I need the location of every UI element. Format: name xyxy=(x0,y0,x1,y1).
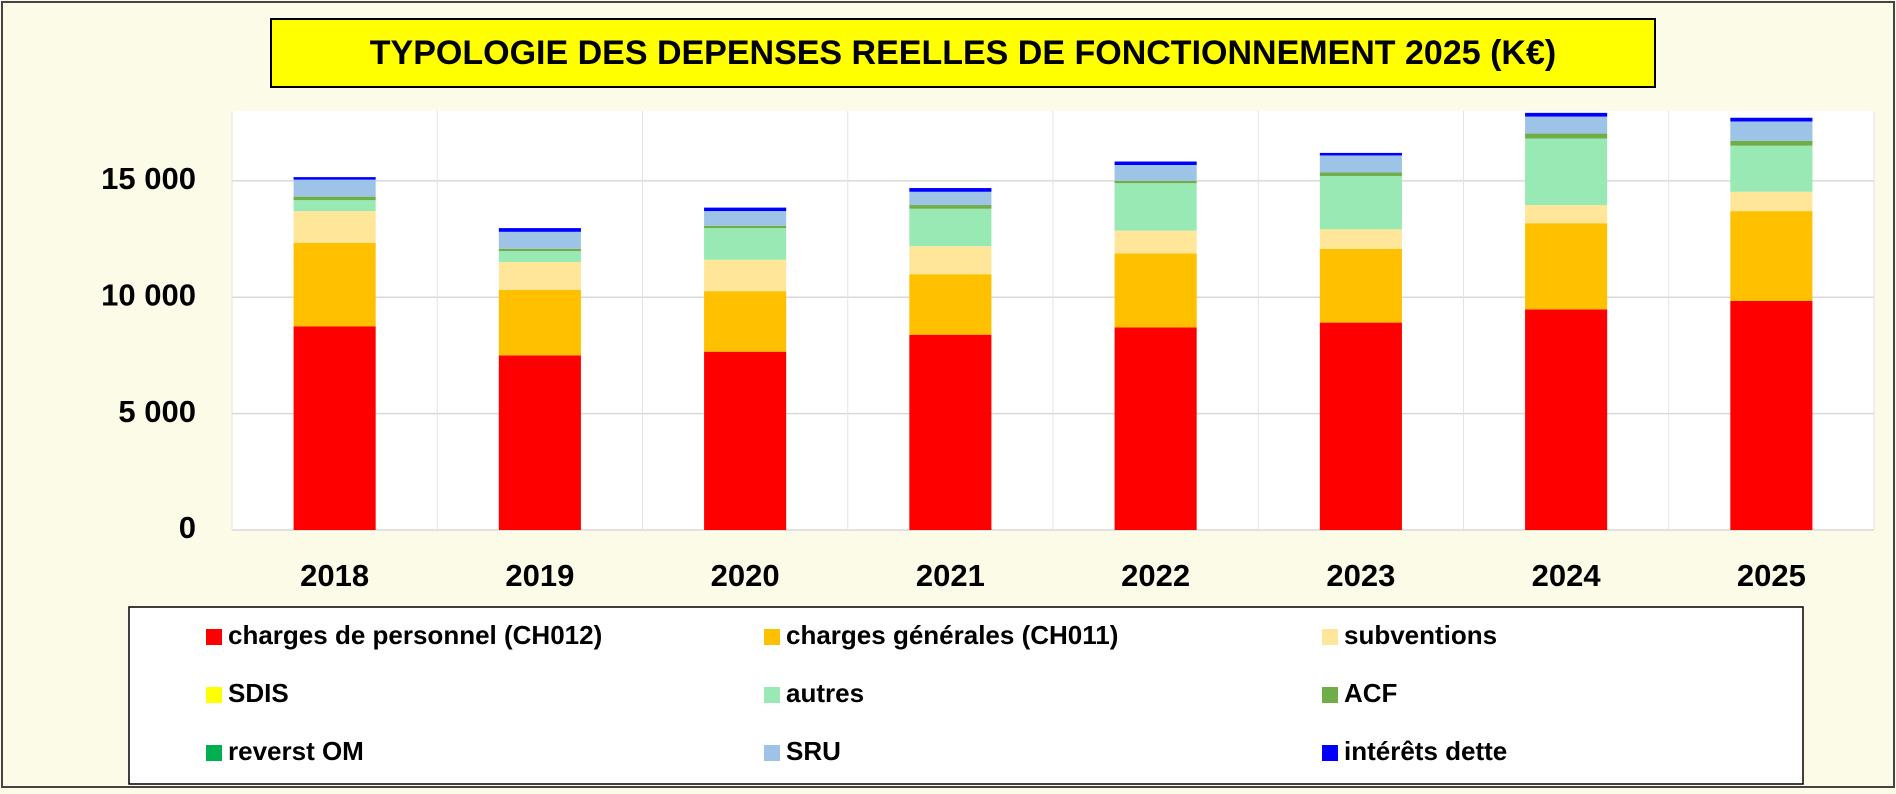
bar-segment xyxy=(1114,180,1197,184)
bar-segment xyxy=(1525,116,1608,134)
bar-segment xyxy=(498,251,581,263)
legend-swatch xyxy=(206,629,222,645)
bar-segment xyxy=(293,326,376,530)
bar-segment xyxy=(1525,205,1608,224)
bar-segment xyxy=(1319,172,1402,176)
y-tick-label: 15 000 xyxy=(101,161,196,196)
bar-segment xyxy=(704,225,787,229)
bar-segment xyxy=(704,259,787,292)
x-tick-label: 2024 xyxy=(1532,558,1602,593)
bar-segment xyxy=(909,274,992,335)
bar-segment xyxy=(498,231,581,249)
bar-segment xyxy=(909,205,992,209)
bar-segment xyxy=(1730,300,1813,530)
legend-swatch xyxy=(1322,629,1338,645)
bar-segment xyxy=(1114,165,1197,181)
bar-segment xyxy=(293,242,376,327)
bar-segment xyxy=(909,334,992,530)
bar-segment xyxy=(909,191,992,206)
legend-swatch xyxy=(764,629,780,645)
legend-swatch xyxy=(206,687,222,703)
legend-label: charges générales (CH011) xyxy=(786,620,1118,650)
bar-segment xyxy=(1114,183,1197,231)
legend-label: SRU xyxy=(786,736,841,766)
bar-segment xyxy=(1730,117,1813,122)
bar-segment xyxy=(909,188,992,192)
bar-segment xyxy=(1730,145,1813,192)
bar-segment xyxy=(909,208,992,247)
bar-segment xyxy=(1730,211,1813,301)
bar-segment xyxy=(498,248,581,252)
legend-box xyxy=(128,606,1804,785)
legend-swatch xyxy=(1322,687,1338,703)
legend-swatch xyxy=(206,745,222,761)
x-tick-label: 2020 xyxy=(711,558,780,593)
x-tick-label: 2023 xyxy=(1326,558,1395,593)
x-tick-label: 2022 xyxy=(1121,558,1190,593)
bar-segment xyxy=(1525,223,1608,310)
bar-segment xyxy=(1319,229,1402,249)
title-box xyxy=(270,18,1656,88)
legend-swatch xyxy=(764,687,780,703)
bar-segment xyxy=(498,262,581,291)
bar-segment xyxy=(293,211,376,243)
legend-label: SDIS xyxy=(228,678,289,708)
bar-segment xyxy=(704,291,787,352)
bar-segment xyxy=(1525,309,1608,530)
bar-segment xyxy=(1114,230,1197,254)
legend-label: autres xyxy=(786,678,864,708)
y-tick-label: 0 xyxy=(179,510,196,545)
legend-label: reverst OM xyxy=(228,736,364,766)
bar-segment xyxy=(1114,161,1197,166)
bar-segment xyxy=(1319,175,1402,230)
bar-segment xyxy=(1319,322,1402,530)
bar-segment xyxy=(704,228,787,260)
bar-segment xyxy=(1525,138,1608,206)
x-tick-label: 2021 xyxy=(916,558,985,593)
bar-segment xyxy=(1319,152,1402,156)
legend-swatch xyxy=(764,745,780,761)
bar-segment xyxy=(293,196,376,201)
bar-segment xyxy=(1319,248,1402,323)
bar-segment xyxy=(498,290,581,356)
bar-segment xyxy=(1730,140,1813,146)
bar-segment xyxy=(1319,155,1402,173)
bar-segment xyxy=(704,207,787,212)
y-tick-label: 10 000 xyxy=(101,277,196,312)
x-tick-label: 2025 xyxy=(1737,558,1806,593)
chart-title: TYPOLOGIE DES DEPENSES REELLES DE FONCTI… xyxy=(370,34,1556,72)
bar-segment xyxy=(1730,191,1813,212)
legend-label: subventions xyxy=(1344,620,1497,650)
bar-segment xyxy=(293,179,376,197)
bar-segment xyxy=(498,355,581,530)
bar-segment xyxy=(704,211,787,226)
bar-segment xyxy=(498,228,581,232)
bar-segment xyxy=(1525,112,1608,117)
x-tick-label: 2019 xyxy=(505,558,574,593)
legend-swatch xyxy=(1322,745,1338,761)
bar-segment xyxy=(909,246,992,275)
legend-label: intérêts dette xyxy=(1344,736,1507,766)
bar-segment xyxy=(1114,253,1197,328)
legend-label: charges de personnel (CH012) xyxy=(228,620,602,650)
legend-label: ACF xyxy=(1344,678,1397,708)
bar-segment xyxy=(293,177,376,180)
bar-segment xyxy=(1525,133,1608,139)
bar-segment xyxy=(1730,121,1813,141)
bar-segment xyxy=(293,200,376,212)
bar-segment xyxy=(1114,327,1197,530)
bar-segment xyxy=(704,351,787,530)
x-tick-label: 2018 xyxy=(300,558,369,593)
y-tick-label: 5 000 xyxy=(118,394,196,429)
